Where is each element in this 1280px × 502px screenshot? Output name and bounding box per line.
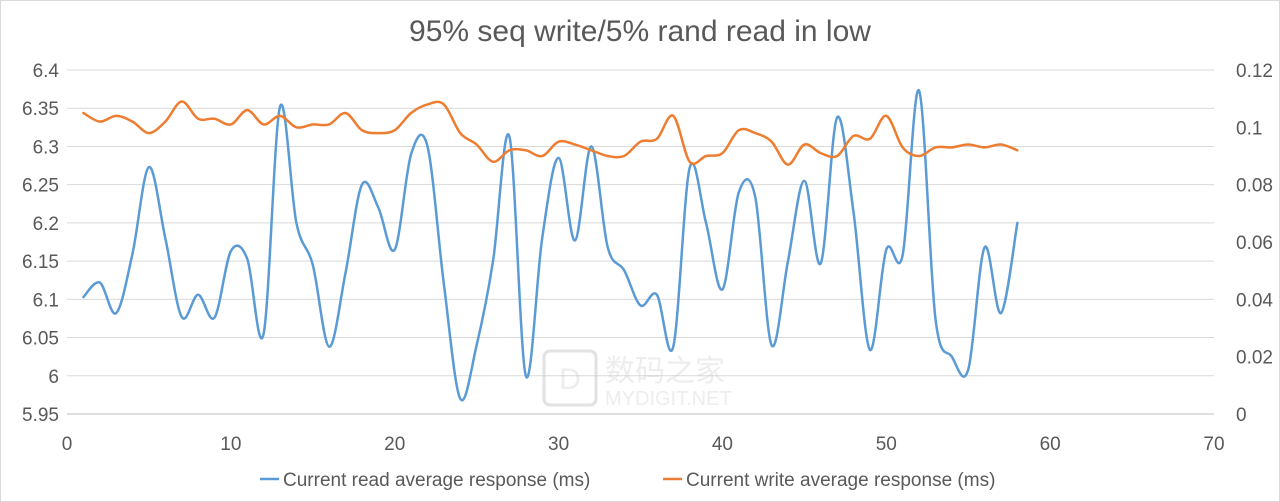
legend-label-write: Current write average response (ms) [686, 470, 995, 491]
left-tick-label: 6.1 [33, 290, 59, 311]
x-tick-label: 20 [384, 434, 405, 455]
right-tick-label: 0.12 [1236, 61, 1273, 82]
left-tick-label: 6.35 [22, 99, 59, 120]
right-y-axis: 0 0.02 0.04 0.06 0.08 0.1 0.12 [1236, 61, 1273, 426]
left-tick-label: 5.95 [22, 405, 59, 426]
x-tick-label: 60 [1040, 434, 1061, 455]
left-y-axis: 5.95 6 6.05 6.1 6.15 6.2 6.25 6.3 6.35 6.4 [22, 61, 59, 426]
x-tick-label: 0 [62, 434, 73, 455]
x-tick-label: 10 [220, 434, 241, 455]
x-tick-label: 40 [712, 434, 733, 455]
watermark: D 数码之家 MYDIGIT.NET [542, 349, 732, 410]
watermark-logo-icon [542, 349, 598, 407]
left-tick-label: 6.15 [22, 252, 59, 273]
watermark-english: MYDIGIT.NET [605, 388, 732, 410]
x-tick-label: 30 [548, 434, 569, 455]
right-tick-label: 0.06 [1236, 233, 1273, 254]
legend-item-write: Current write average response (ms) [663, 470, 995, 491]
series-line-write [82, 100, 1019, 166]
watermark-logo-letter: D [559, 363, 581, 396]
right-tick-label: 0.02 [1236, 348, 1273, 369]
legend-label-read: Current read average response (ms) [283, 470, 590, 491]
chart-title: 95% seq write/5% rand read in low [409, 15, 871, 48]
right-tick-label: 0.1 [1236, 118, 1262, 139]
watermark-chinese: 数码之家 [605, 355, 725, 388]
left-tick-label: 6.05 [22, 329, 59, 350]
left-tick-label: 6.3 [33, 137, 59, 158]
x-tick-label: 70 [1203, 434, 1224, 455]
series-line-read [82, 89, 1019, 402]
right-tick-label: 0 [1236, 405, 1247, 426]
right-tick-label: 0.04 [1236, 290, 1273, 311]
gridlines [67, 69, 1214, 415]
left-tick-label: 6.4 [33, 61, 60, 82]
left-tick-label: 6.25 [22, 176, 59, 197]
legend: Current read average response (ms) Curre… [260, 470, 995, 491]
series-lines [82, 89, 1019, 402]
right-tick-label: 0.08 [1236, 176, 1273, 197]
left-tick-label: 6 [48, 367, 59, 388]
legend-item-read: Current read average response (ms) [260, 470, 590, 491]
x-tick-label: 50 [876, 434, 897, 455]
x-axis: 0 10 20 30 40 50 60 70 [62, 434, 1225, 455]
left-tick-label: 6.2 [33, 214, 59, 235]
